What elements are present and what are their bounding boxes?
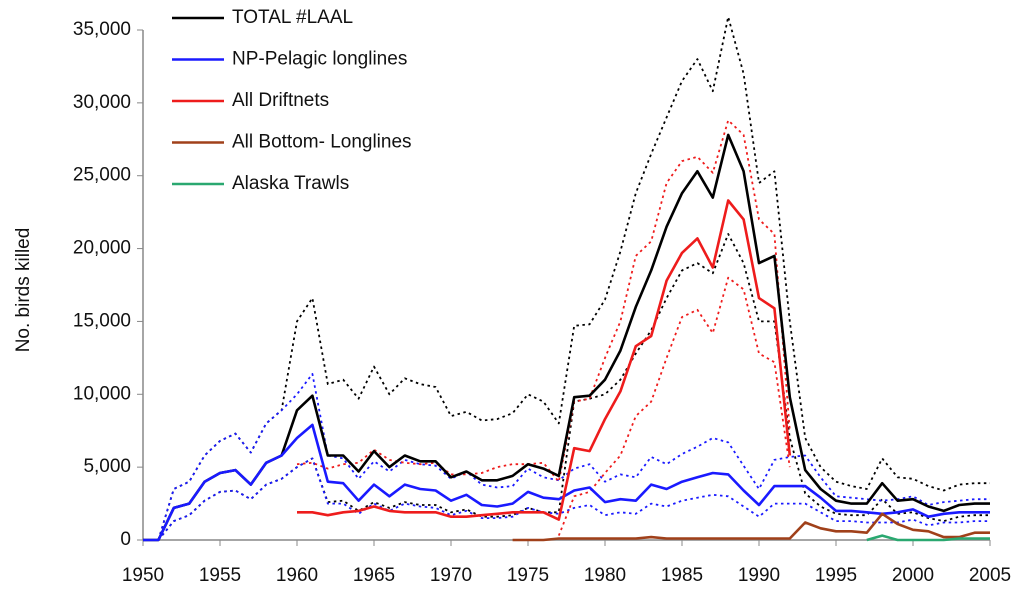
legend-label: TOTAL #LAAL [232,7,353,28]
x-tick-label: 1985 [661,565,703,586]
series-line [512,512,990,542]
x-tick-label: 1965 [353,565,395,586]
y-tick-label: 20,000 [73,238,131,259]
x-tick-label: 2005 [969,565,1011,586]
y-tick-label: 10,000 [73,383,131,404]
y-tick-label: 35,000 [73,19,131,40]
x-tick-label: 1995 [815,565,857,586]
series-line [297,199,792,521]
bound-line [296,119,791,483]
legend-label: All Driftnets [232,90,329,111]
y-tick-label: 5,000 [83,456,131,477]
y-axis-label: No. birds killed [13,228,34,353]
y-tick-label: 30,000 [73,92,131,113]
series-line [143,423,990,542]
x-tick-label: 1980 [584,565,626,586]
x-tick-label: 1975 [507,565,549,586]
x-tick-label: 1950 [122,565,164,586]
y-tick-label: 15,000 [73,310,131,331]
x-tick-label: 1990 [738,565,780,586]
x-tick-label: 1955 [199,565,241,586]
x-tick-label: 2000 [892,565,934,586]
x-tick-label: 1960 [276,565,318,586]
bound-line [557,276,791,536]
y-tick-label: 25,000 [73,165,131,186]
series-line [866,534,990,542]
legend-label: Alaska Trawls [232,173,349,194]
bound-line [157,15,990,541]
x-tick-label: 1970 [430,565,472,586]
bound-line [157,373,990,541]
legend-label: NP-Pelagic longlines [232,49,407,70]
legend-label: All Bottom- Longlines [232,132,412,153]
bound-line [157,457,990,541]
bound-line [157,233,990,541]
series-line [143,133,990,542]
y-tick-label: 0 [120,529,131,550]
